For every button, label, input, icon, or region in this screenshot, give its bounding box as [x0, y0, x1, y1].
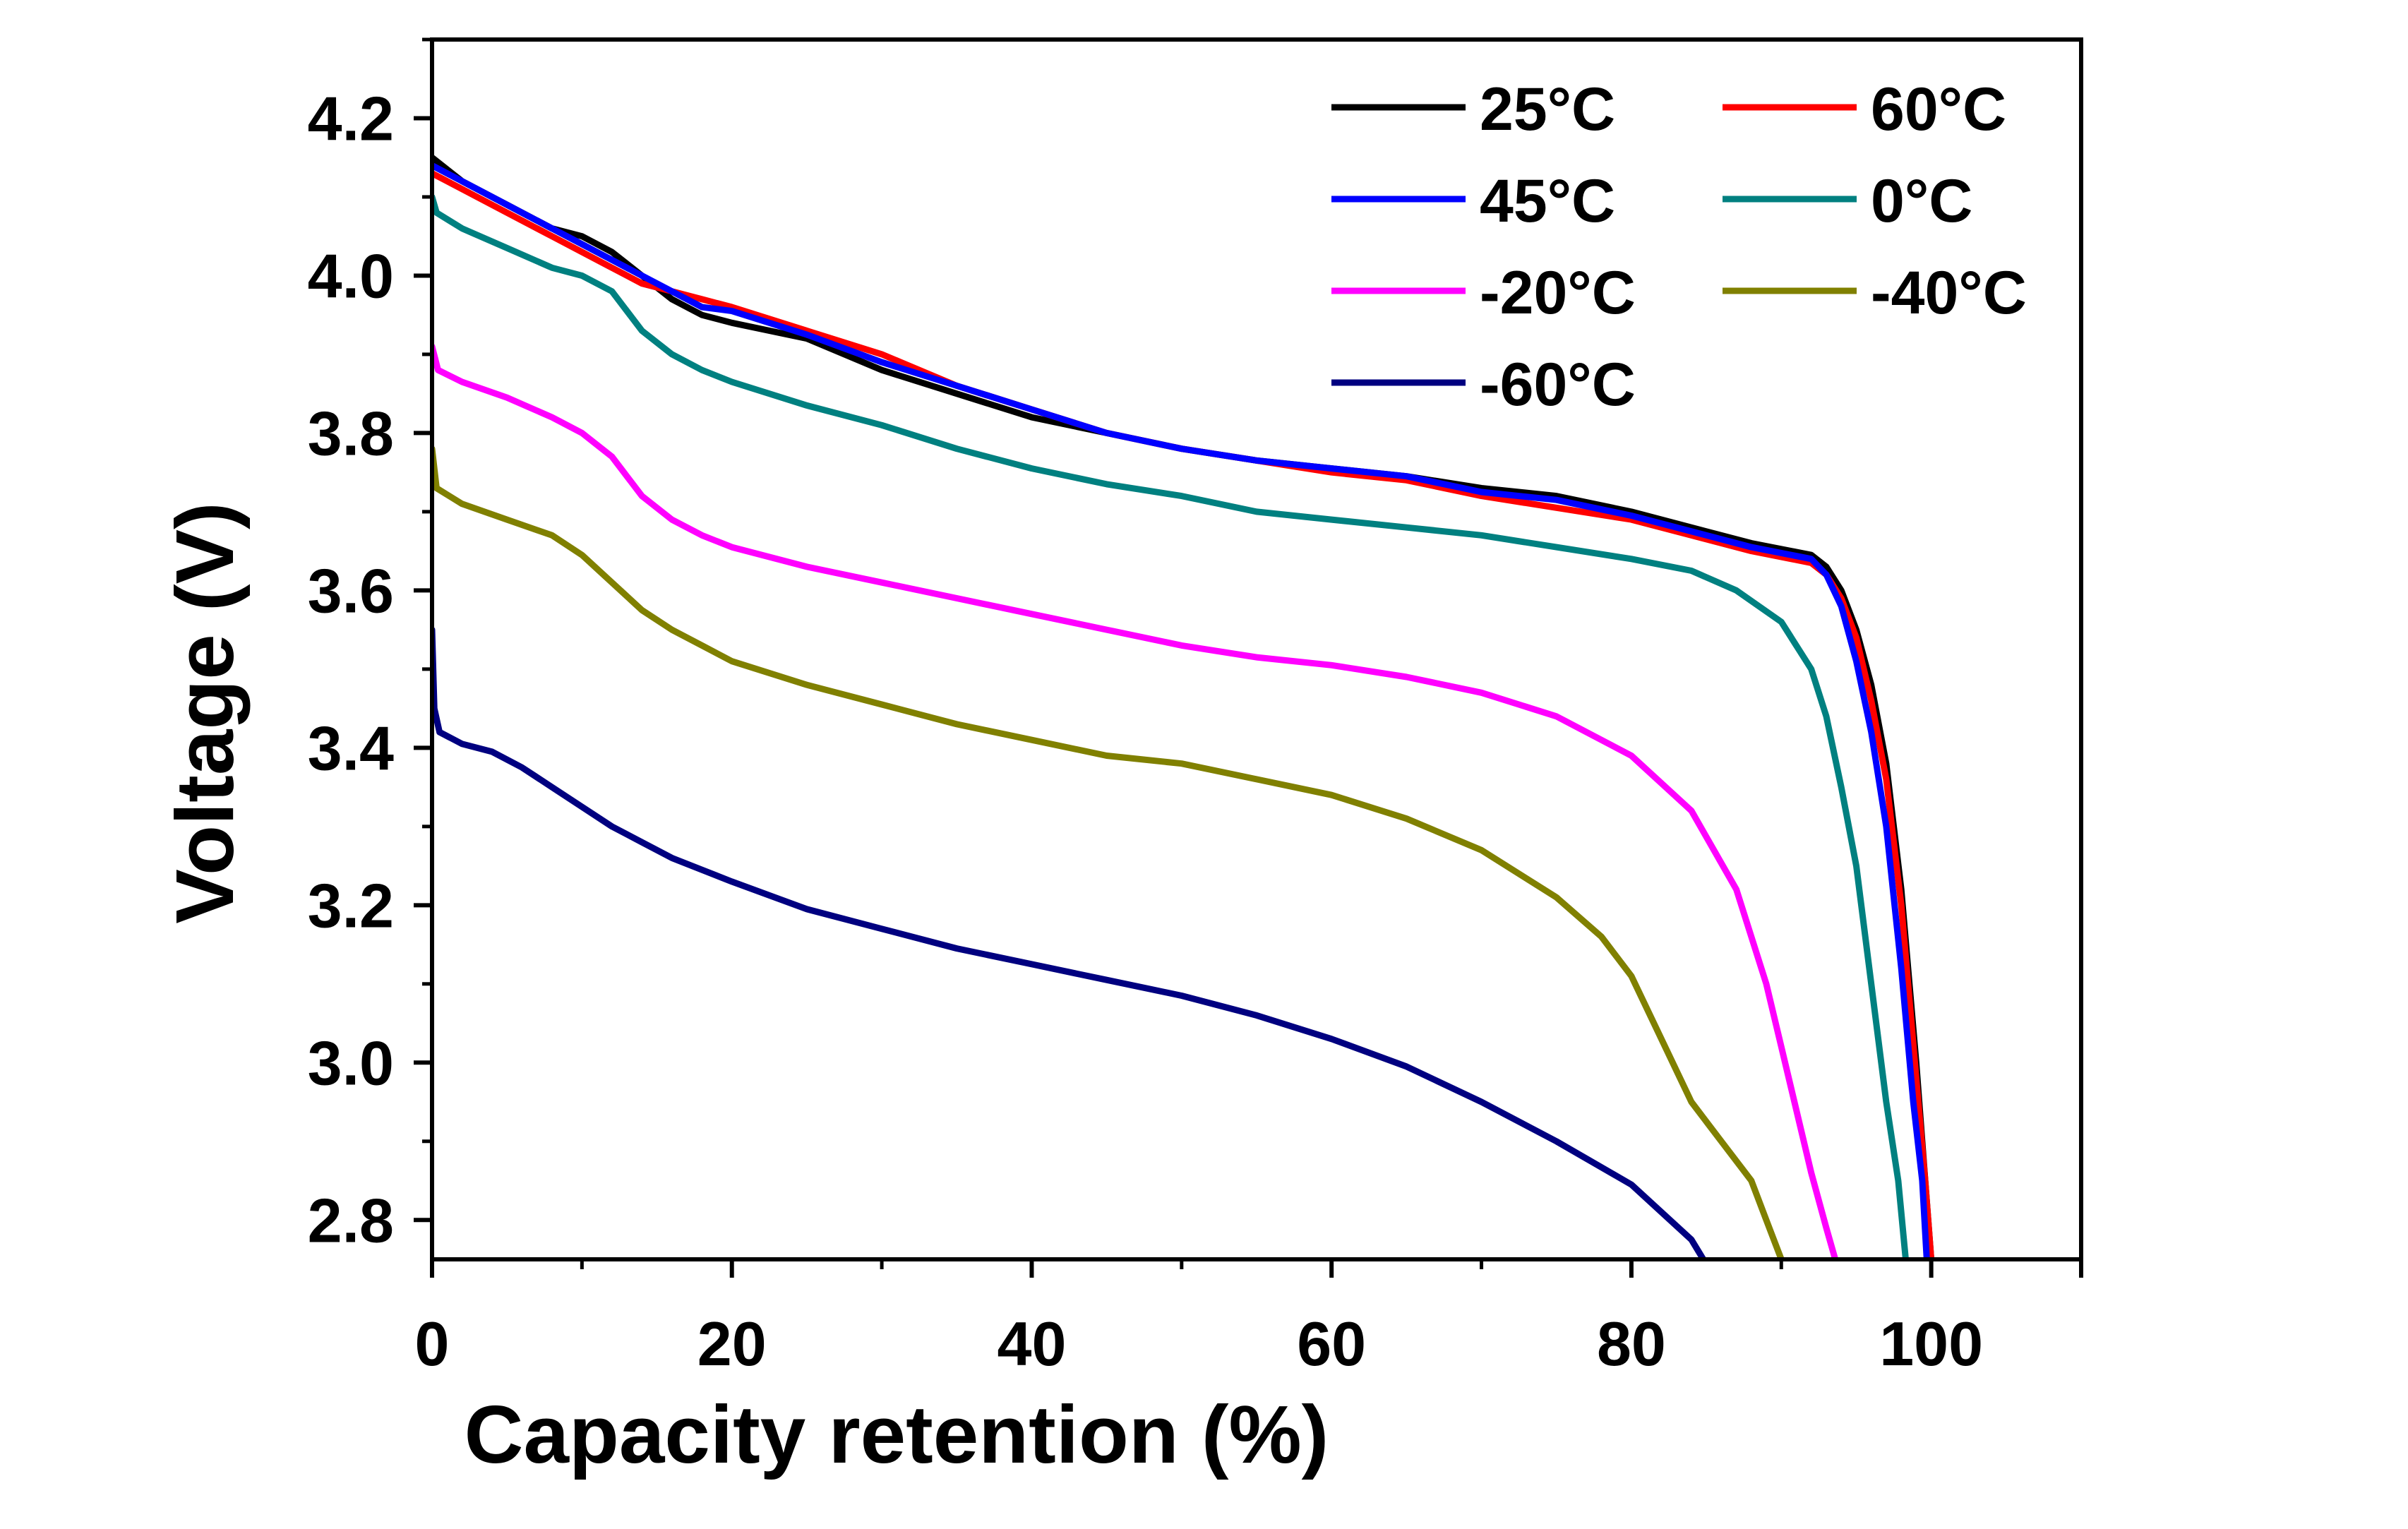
x-tick-label: 0: [415, 1309, 450, 1379]
series-line-45c: [432, 162, 1930, 1259]
legend-label-25c: 25°C: [1480, 76, 1615, 143]
series-line-25c: [432, 154, 1935, 1259]
y-tick-label: 3.2: [308, 870, 394, 940]
legend-label-minus-40c: -40°C: [1871, 259, 2027, 327]
legend-label-0c: 0°C: [1871, 167, 1972, 235]
x-tick-label: 40: [998, 1309, 1067, 1379]
axes-layer: 0 20 40 60 80 100 2.8 3.0 3.2 3.4 3.6 3.8 4.0 4.2: [308, 37, 2083, 1379]
y-tick-label: 2.8: [308, 1185, 394, 1255]
y-tick-label: 4.0: [308, 241, 394, 311]
plot-frame: [430, 37, 2083, 1261]
legend-label-45c: 45°C: [1480, 167, 1615, 235]
series-line-60c: [432, 170, 1935, 1259]
x-axis-title: Capacity retention (%): [465, 1389, 1329, 1480]
series-layer: [432, 154, 1935, 1259]
series-line-minus-40c: [432, 445, 1785, 1259]
legend-label-60c: 60°C: [1871, 76, 2006, 143]
y-tick-label: 4.2: [308, 83, 394, 153]
x-tick-label: 100: [1879, 1309, 1983, 1379]
y-tick-label: 3.8: [308, 398, 394, 468]
y-tick-label: 3.6: [308, 556, 394, 625]
x-tick-label: 60: [1297, 1309, 1366, 1379]
y-tick-label: 3.4: [308, 713, 394, 783]
legend-label-minus-20c: -20°C: [1480, 259, 1636, 327]
y-axis-title: Voltage (V): [159, 502, 251, 923]
legend: 25°C 60°C 45°C 0°C -20°C -40°C -60°C: [1331, 76, 2027, 419]
x-tick-label: 80: [1597, 1309, 1666, 1379]
legend-label-minus-60c: -60°C: [1480, 351, 1636, 419]
x-tick-label: 20: [697, 1309, 767, 1379]
series-line-0c: [432, 193, 1909, 1259]
series-line-minus-20c: [432, 343, 1839, 1259]
y-tick-label: 3.0: [308, 1028, 394, 1098]
series-line-minus-60c: [432, 626, 1707, 1259]
